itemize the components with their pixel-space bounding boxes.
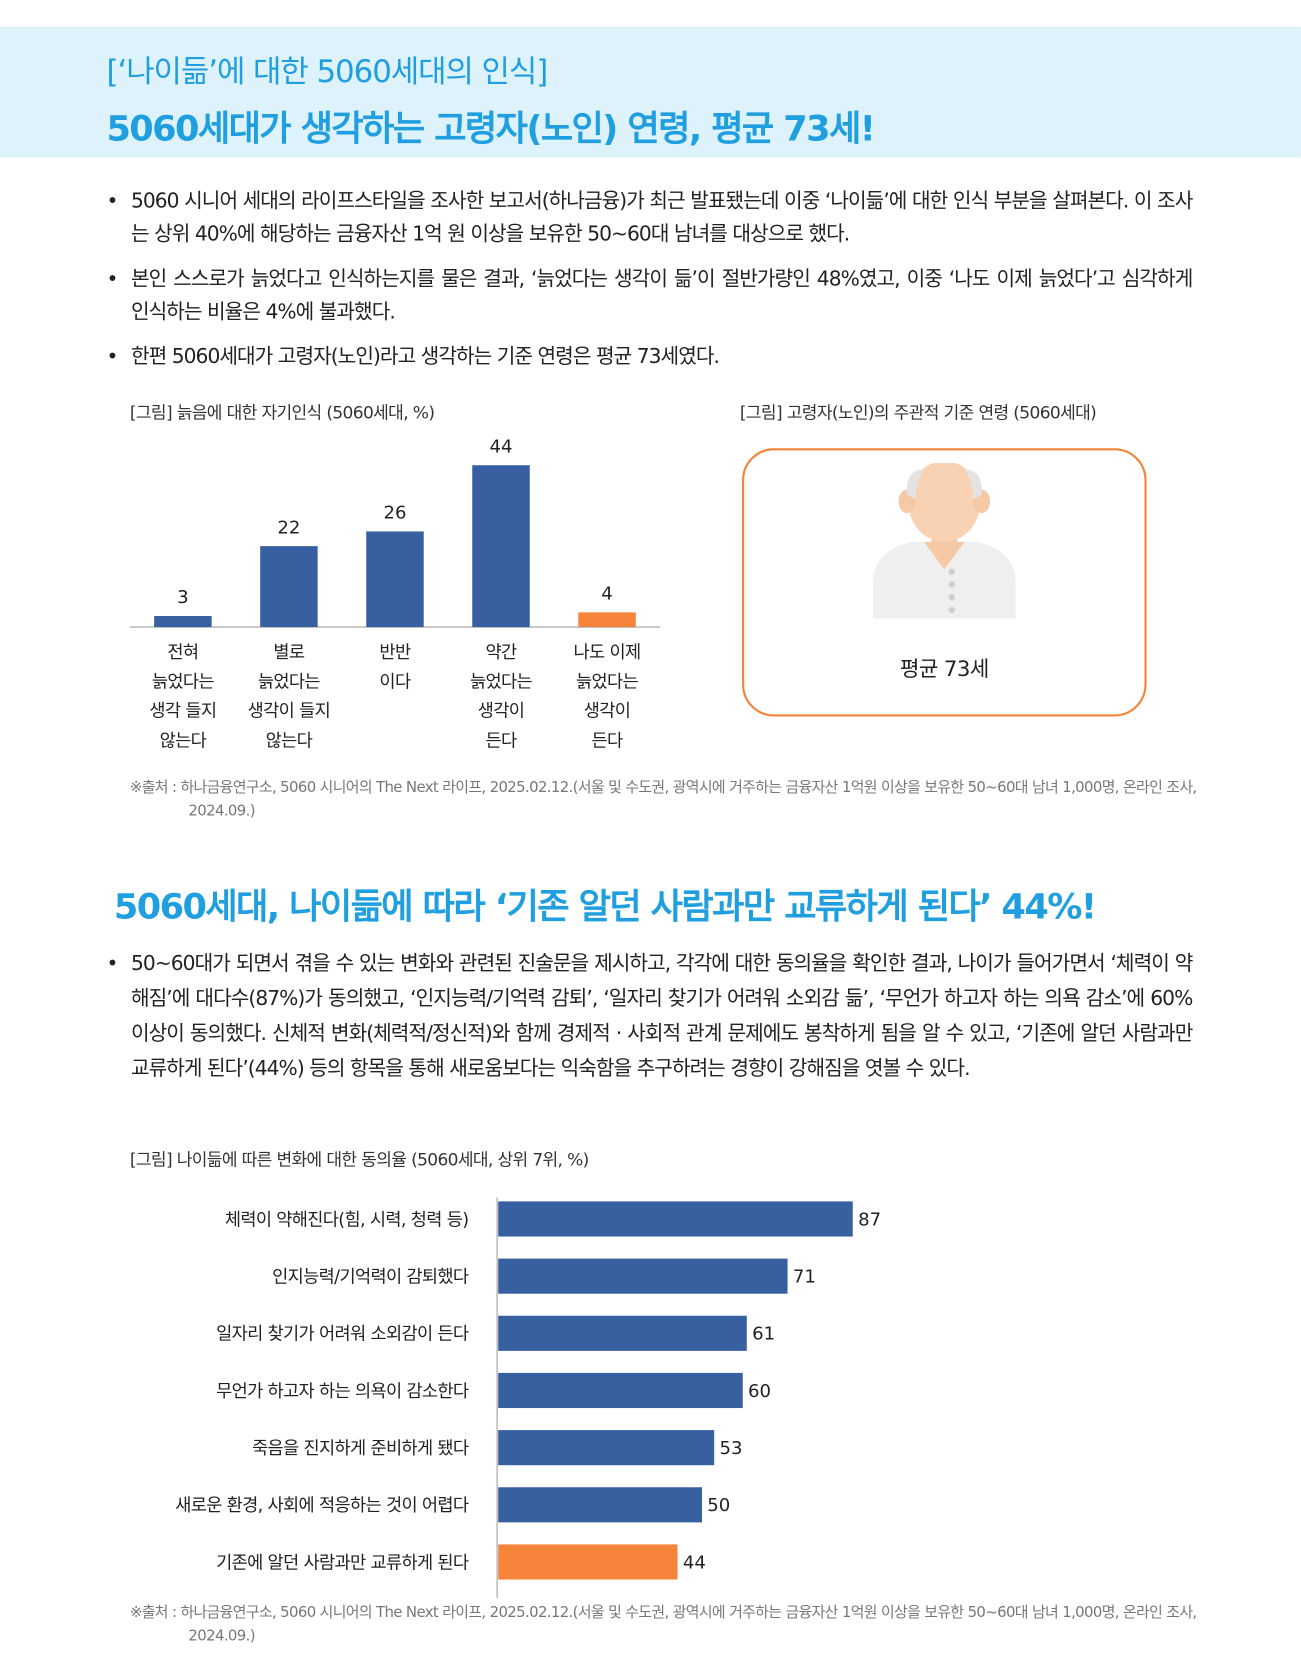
head [908, 463, 981, 542]
bar [498, 1258, 788, 1294]
bar [498, 1430, 715, 1466]
value-label: 44 [683, 1552, 706, 1573]
bar [154, 616, 212, 628]
y-category-label: 일자리 찾기가 어려워 소외감이 든다 [216, 1325, 469, 1345]
bar [498, 1372, 743, 1409]
person-icon [872, 463, 1016, 619]
x-category-label: 약간 늙었다는 생각이 든다 [469, 641, 533, 751]
x-category-label: 반반 이다 [379, 641, 411, 692]
header-line2: 5060세대가 생각하는 고령자(노인) 연령, 평균 73세! [106, 107, 875, 150]
source-note: ※출처 : 하나금융연구소, 5060 시니어의 The Next 라이프, 2… [129, 779, 1197, 820]
section-title: 5060세대, 나이듦에 따라 ‘기존 알던 사람과만 교류하게 된다’ 44%… [113, 885, 1097, 928]
value-label: 44 [489, 436, 512, 457]
bullet: 한편 5060세대가 고령자(노인)라고 생각하는 기준 연령은 평균 73세였… [106, 341, 1192, 374]
bar [260, 546, 318, 628]
bullet: 본인 스스로가 늙었다고 인식하는지를 물은 결과, ‘늙었다는 생각이 듦’이… [106, 263, 1193, 329]
collar [924, 541, 965, 570]
value-label: 87 [858, 1209, 881, 1230]
value-label: 60 [748, 1381, 771, 1402]
figure-box [742, 448, 1147, 717]
bullet-list: 5060 시니어 세대의 라이프스타일을 조사한 보고서(하나금융)가 최근 발… [106, 185, 1193, 385]
hair [906, 469, 925, 500]
y-category-label: 새로운 환경, 사회에 적응하는 것이 어렵다 [175, 1496, 469, 1516]
value-label: 53 [720, 1438, 743, 1459]
bar [472, 465, 530, 628]
value-label: 61 [752, 1324, 775, 1345]
x-category-label: 나도 이제 늙었다는 생각이 든다 [573, 641, 642, 751]
y-category-label: 인지능력/기억력이 감퇴했다 [272, 1268, 469, 1288]
buttons [948, 568, 955, 614]
y-category-label: 죽음을 진지하게 준비하게 됐다 [252, 1439, 469, 1459]
header-band [0, 26, 1301, 158]
value-label: 26 [383, 503, 406, 524]
shirt [872, 541, 1016, 619]
header-line1: [‘나이듦’에 대한 5060세대의 인식] [106, 53, 548, 90]
bar [578, 612, 636, 628]
figure-label: 평균 73세 [899, 655, 989, 682]
value-label: 50 [707, 1495, 730, 1516]
bar [498, 1487, 702, 1523]
source-note: ※출처 : 하나금융연구소, 5060 시니어의 The Next 라이프, 2… [129, 1604, 1197, 1645]
value-label: 22 [277, 517, 300, 538]
hair [964, 469, 982, 500]
value-label: 3 [177, 587, 189, 608]
y-category-label: 기존에 알던 사람과만 교류하게 된다 [216, 1553, 469, 1573]
chart-title: [그림] 늙음에 대한 자기인식 (5060세대, %) [129, 402, 435, 423]
value-label: 4 [601, 584, 613, 605]
bar [366, 531, 424, 628]
value-label: 71 [793, 1267, 816, 1288]
x-category-label: 전혀 늙었다는 생각 들지 않는다 [149, 641, 217, 751]
bar [498, 1544, 678, 1580]
bullet: 5060 시니어 세대의 라이프스타일을 조사한 보고서(하나금융)가 최근 발… [106, 185, 1193, 251]
chart-title: [그림] 나이듦에 따른 변화에 대한 동의율 (5060세대, 상위 7위, … [129, 1149, 589, 1170]
bullet: 50~60대가 되면서 겪을 수 있는 변화와 관련된 진술문을 제시하고, 각… [106, 946, 1193, 1087]
y-category-label: 체력이 약해진다(힘, 시력, 청력 등) [225, 1210, 469, 1230]
bullet-list: 50~60대가 되면서 겪을 수 있는 변화와 관련된 진술문을 제시하고, 각… [106, 946, 1193, 1098]
y-category-label: 무언가 하고자 하는 의욕이 감소한다 [216, 1382, 469, 1402]
figure-title: [그림] 고령자(노인)의 주관적 기준 연령 (5060세대) [739, 402, 1097, 423]
bar [498, 1315, 747, 1351]
x-category-label: 별로 늙었다는 생각이 들지 않는다 [247, 641, 331, 751]
bar [498, 1201, 853, 1237]
